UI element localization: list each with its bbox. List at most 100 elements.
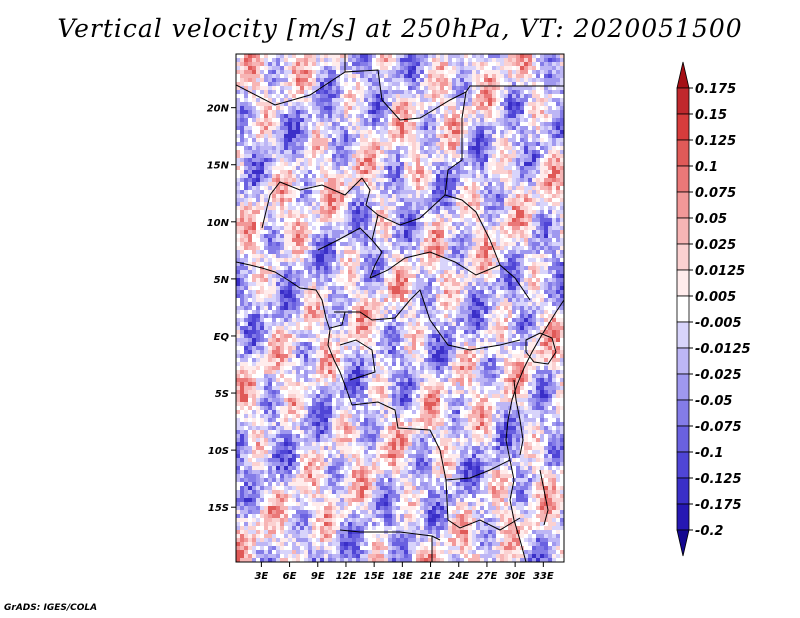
field-cell: [400, 146, 404, 150]
field-cell: [508, 174, 512, 178]
field-cell: [400, 270, 404, 274]
field-cell: [460, 106, 464, 110]
field-cell: [332, 246, 336, 250]
field-cell: [384, 286, 388, 290]
field-cell: [256, 178, 260, 182]
field-cell: [308, 254, 312, 258]
field-cell: [360, 154, 364, 158]
field-cell: [308, 70, 312, 74]
field-cell: [416, 218, 420, 222]
field-cell: [240, 82, 244, 86]
field-cell: [348, 58, 352, 62]
field-cell: [348, 126, 352, 130]
field-cell: [264, 162, 268, 166]
field-cell: [340, 174, 344, 178]
field-cell: [236, 230, 240, 234]
field-cell: [440, 170, 444, 174]
field-cell: [560, 230, 564, 234]
field-cell: [320, 270, 324, 274]
field-cell: [372, 54, 376, 58]
field-cell: [376, 178, 380, 182]
field-cell: [236, 262, 240, 266]
field-cell: [536, 130, 540, 134]
field-cell: [304, 206, 308, 210]
field-cell: [260, 78, 264, 82]
field-cell: [324, 218, 328, 222]
field-cell: [424, 94, 428, 98]
field-cell: [436, 274, 440, 278]
field-cell: [280, 190, 284, 194]
field-cell: [244, 226, 248, 230]
field-cell: [412, 110, 416, 114]
field-cell: [520, 222, 524, 226]
field-cell: [256, 190, 260, 194]
field-cell: [360, 194, 364, 198]
field-cell: [496, 262, 500, 266]
field-cell: [436, 294, 440, 298]
field-cell: [524, 198, 528, 202]
field-cell: [436, 186, 440, 190]
field-cell: [304, 66, 308, 70]
field-cell: [380, 246, 384, 250]
field-cell: [428, 106, 432, 110]
field-cell: [508, 70, 512, 74]
field-cell: [552, 134, 556, 138]
field-cell: [384, 158, 388, 162]
field-cell: [408, 134, 412, 138]
field-cell: [488, 58, 492, 62]
field-cell: [248, 290, 252, 294]
field-cell: [344, 170, 348, 174]
field-cell: [476, 186, 480, 190]
field-cell: [488, 206, 492, 210]
field-cell: [408, 222, 412, 226]
field-cell: [304, 234, 308, 238]
field-cell: [524, 258, 528, 262]
field-cell: [352, 266, 356, 270]
field-cell: [296, 222, 300, 226]
field-cell: [448, 246, 452, 250]
field-cell: [484, 282, 488, 286]
field-cell: [500, 90, 504, 94]
field-cell: [548, 210, 552, 214]
field-cell: [508, 66, 512, 70]
field-cell: [432, 186, 436, 190]
field-cell: [464, 258, 468, 262]
field-cell: [368, 222, 372, 226]
field-cell: [448, 238, 452, 242]
field-cell: [288, 146, 292, 150]
field-cell: [300, 162, 304, 166]
field-cell: [464, 290, 468, 294]
field-cell: [480, 254, 484, 258]
field-cell: [248, 282, 252, 286]
field-cell: [536, 66, 540, 70]
field-cell: [560, 82, 564, 86]
field-cell: [456, 218, 460, 222]
field-cell: [328, 94, 332, 98]
field-cell: [260, 138, 264, 142]
field-cell: [452, 82, 456, 86]
field-cell: [364, 218, 368, 222]
field-cell: [260, 98, 264, 102]
field-cell: [360, 178, 364, 182]
field-cell: [416, 162, 420, 166]
field-cell: [404, 94, 408, 98]
field-cell: [244, 210, 248, 214]
field-cell: [404, 78, 408, 82]
field-cell: [368, 266, 372, 270]
field-cell: [556, 194, 560, 198]
field-cell: [516, 86, 520, 90]
field-cell: [516, 110, 520, 114]
field-cell: [468, 58, 472, 62]
field-cell: [320, 194, 324, 198]
field-cell: [252, 150, 256, 154]
field-cell: [320, 154, 324, 158]
field-cell: [508, 230, 512, 234]
field-cell: [308, 210, 312, 214]
field-cell: [340, 58, 344, 62]
field-cell: [236, 78, 240, 82]
field-cell: [488, 278, 492, 282]
field-cell: [436, 174, 440, 178]
field-cell: [376, 234, 380, 238]
field-cell: [432, 246, 436, 250]
field-cell: [376, 198, 380, 202]
